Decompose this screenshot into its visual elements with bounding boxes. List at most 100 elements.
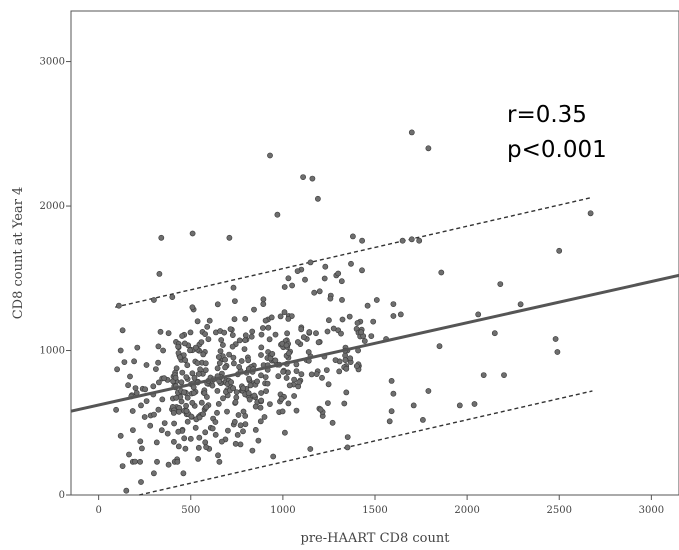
data-point	[327, 295, 334, 302]
data-point	[164, 430, 171, 437]
data-point	[153, 439, 160, 446]
data-point	[137, 438, 144, 445]
data-point	[189, 399, 196, 406]
data-point	[242, 332, 249, 339]
data-point	[280, 368, 286, 375]
data-point	[425, 145, 432, 152]
data-point	[161, 375, 168, 382]
y-tick-label: 1000	[40, 346, 65, 357]
data-point	[226, 234, 233, 241]
confidence-bands	[115, 196, 593, 496]
data-point	[129, 408, 136, 414]
data-point	[150, 297, 157, 303]
data-point	[325, 317, 332, 324]
data-point	[254, 378, 260, 385]
data-point	[221, 329, 228, 336]
data-point	[176, 408, 182, 415]
data-point	[263, 388, 269, 394]
data-point	[242, 421, 249, 428]
data-point	[416, 237, 423, 244]
data-point	[189, 304, 196, 311]
data-point	[155, 379, 162, 386]
data-point	[386, 418, 393, 425]
data-point	[343, 389, 350, 396]
data-point	[169, 294, 176, 300]
data-point	[229, 343, 236, 350]
data-point	[317, 406, 324, 413]
data-point	[249, 447, 256, 454]
data-point	[179, 369, 186, 376]
data-point	[255, 437, 262, 444]
data-point	[335, 270, 342, 277]
data-point	[156, 270, 163, 277]
data-point	[248, 333, 255, 340]
data-point	[179, 333, 185, 339]
data-point	[126, 451, 132, 458]
data-point	[230, 385, 237, 392]
x-axis-title: pre-HAART CD8 count	[301, 531, 451, 546]
data-point	[219, 342, 226, 348]
data-point	[230, 360, 237, 367]
data-point	[554, 349, 561, 355]
data-point	[330, 325, 337, 332]
data-point	[264, 380, 271, 387]
x-tick-label: 500	[181, 505, 200, 516]
data-point	[281, 429, 288, 436]
data-point	[241, 346, 248, 352]
data-point	[212, 419, 219, 425]
data-point	[258, 397, 265, 404]
data-point	[215, 354, 222, 360]
data-point	[456, 402, 463, 409]
data-point	[202, 429, 209, 436]
data-point	[338, 278, 345, 285]
data-point	[277, 313, 284, 320]
data-point	[341, 400, 348, 407]
data-point	[218, 337, 225, 343]
data-point	[132, 458, 138, 465]
axis-ticks: 0 500 1000 1500 2000 2500 3000 0 1000 2000 3000	[40, 57, 665, 516]
data-point	[231, 418, 238, 425]
data-point	[217, 348, 224, 354]
data-point	[155, 343, 162, 350]
data-point	[260, 296, 267, 303]
data-point	[218, 438, 225, 445]
data-point	[283, 375, 290, 381]
data-point	[294, 268, 301, 274]
data-point	[214, 301, 221, 308]
data-point	[236, 363, 242, 370]
data-point	[258, 390, 264, 396]
data-point	[388, 408, 395, 415]
data-point	[202, 439, 209, 446]
data-point	[364, 302, 371, 309]
data-point	[116, 302, 122, 309]
data-point	[307, 446, 314, 452]
data-point	[212, 431, 219, 438]
data-point	[285, 315, 292, 322]
data-point	[194, 318, 201, 325]
data-point	[353, 363, 360, 369]
data-point	[189, 230, 196, 237]
data-point	[272, 357, 279, 364]
data-point	[235, 412, 242, 418]
data-point	[388, 377, 395, 384]
data-point	[313, 371, 320, 377]
data-point	[141, 414, 148, 420]
data-point	[165, 330, 172, 337]
data-point	[344, 444, 351, 451]
data-points	[113, 129, 594, 494]
data-point	[347, 355, 354, 362]
data-point	[171, 420, 177, 427]
data-point	[286, 382, 293, 389]
data-point	[259, 325, 266, 331]
data-point	[517, 301, 524, 308]
data-point	[181, 340, 188, 347]
data-point	[258, 344, 265, 351]
data-point	[228, 379, 234, 386]
data-point	[202, 367, 209, 373]
data-point	[214, 365, 221, 372]
data-point	[184, 362, 191, 369]
data-point	[293, 368, 300, 374]
data-point	[173, 394, 180, 401]
data-point	[268, 314, 275, 321]
